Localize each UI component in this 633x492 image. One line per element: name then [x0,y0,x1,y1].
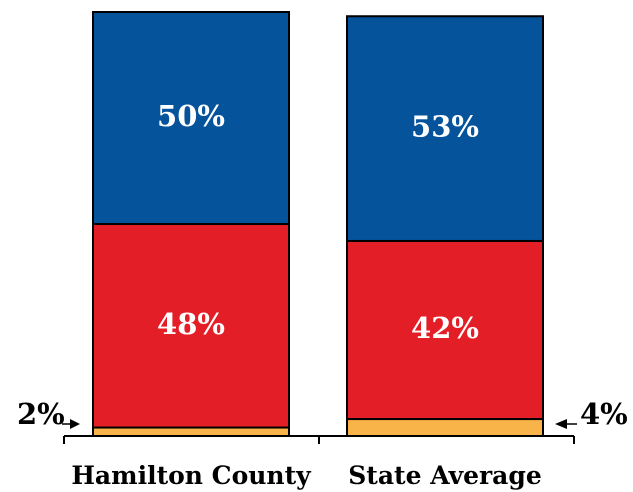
category-label-state-average: State Average [348,461,542,490]
bar-segment-middle-hamilton-county [92,223,290,429]
data-label-hamilton-county-2: 50% [157,99,225,133]
x-axis [63,435,575,444]
data-label-state-average-2: 53% [411,110,479,144]
bars-layer [92,11,544,438]
bar-segment-minor-hamilton-county [92,426,290,437]
bar-segment-major-state-average [346,15,544,242]
data-label-hamilton-county-1: 48% [157,307,225,341]
callout-arrow-head-right [555,419,567,429]
bar-segment-major-hamilton-county [92,11,290,225]
data-label-state-average-1: 42% [411,311,479,345]
category-label-hamilton-county: Hamilton County [71,461,312,490]
labels-layer: 48% 50% 42% 53% Hamilton County State Average… [17,99,628,490]
data-label-state-average-0: 4% [580,397,628,431]
bar-segment-minor-state-average [346,418,544,438]
callout-arrow-head-left [70,419,80,429]
data-label-hamilton-county-0: 2% [17,397,65,431]
